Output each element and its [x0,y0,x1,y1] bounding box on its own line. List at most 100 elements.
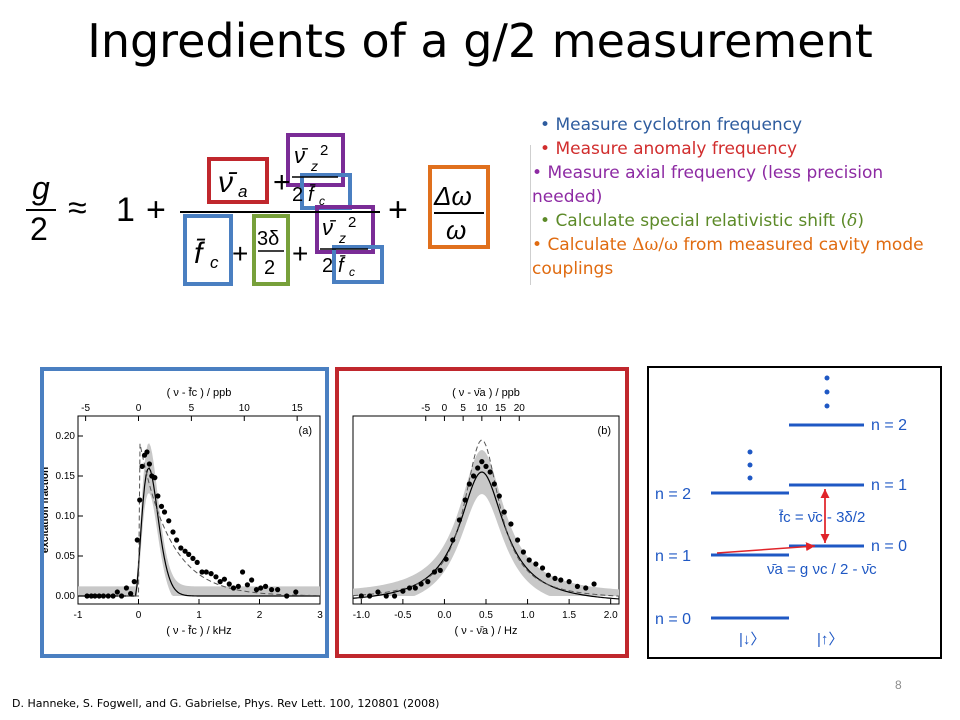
data-point [128,591,134,597]
data-point [123,585,129,591]
data-point [182,548,188,554]
data-point [186,551,192,557]
data-point [431,569,438,575]
data-point [466,481,472,487]
bullet-cavity-rest: from measured cavity mode couplings [532,235,924,279]
y-tick-label: 0.10 [56,511,76,522]
bullet-cyclotron: • Measure cyclotron frequency [540,115,803,135]
slide-title: Ingredients of a g/2 measurement [87,14,873,68]
fc-top: f̄ [308,183,316,206]
formula-svg: g 2 ≈ 1 + ν̄ a + ν̄ 2 z 2 f̄ c f̄ c + 3δ… [26,133,490,286]
g-over-2-formula: g 2 ≈ 1 + ν̄ a + ν̄ 2 z 2 f̄ c f̄ c + 3δ… [20,125,520,295]
data-point [483,463,489,469]
data-point [545,572,551,578]
x-tick-label: 0.5 [479,610,493,621]
bullet-relativistic-close: ) [857,211,864,231]
x-axis-label: ( ν - f̄c ) / kHz [166,624,231,637]
plus-den-2: + [292,238,308,269]
lhs-den: 2 [30,211,48,247]
x-top-tick-label: 0 [442,403,448,414]
data-point [367,593,373,599]
data-point [475,465,481,471]
data-point [391,593,398,599]
uncertainty-band [353,450,619,596]
two-fc-bot: 2 [322,255,333,277]
data-point [137,497,143,503]
nu-z-top: ν̄ [294,143,309,168]
x-axis-label: ( ν - ν̄a ) / Hz [455,625,518,637]
data-point [487,469,493,475]
box-cavity-shift [428,165,490,249]
y-tick-label: 0.20 [56,431,76,442]
data-point [462,497,468,503]
x-tick-label: -1.0 [353,610,371,621]
data-point [552,575,558,581]
fc-bot-sub: c [349,265,355,279]
data-point [166,518,172,524]
data-point [174,537,180,543]
data-point [400,588,406,594]
two-den: 2 [264,257,275,279]
data-point [110,593,116,599]
box-axial-bottom [315,205,375,254]
left-label-n0: n = 0 [655,611,691,628]
x-tick-label: 0 [136,610,142,621]
data-point [239,569,246,575]
nua-transition-arrow [716,542,816,554]
term-one: 1 [116,191,135,229]
level-diagram: n = 2 n = 1 n = 0 n = 2 n = 1 n = 0 f̄c … [655,375,907,648]
data-point [501,509,507,515]
fc-top-sub: c [319,194,325,208]
x-tick-label: 1 [196,610,202,621]
level-diagram-frame: n = 2 n = 1 n = 0 n = 2 n = 1 n = 0 f̄c … [647,366,942,659]
bullet-axial: • Measure axial frequency (less precisio… [532,163,884,207]
data-point [583,585,589,591]
data-point [213,574,219,580]
data-point [203,569,209,575]
fc-den-sub: c [210,253,219,272]
x-tick-label: 1.5 [562,610,576,621]
bullet-anomaly-text: Measure anomaly frequency [555,139,798,159]
x-top-tick-label: 15 [292,403,304,414]
data-point [566,579,572,585]
lhs-num: g [32,170,50,206]
eq-nua: ν̄a = g νc / 2 - ν̄c [767,561,877,578]
ideal-lineshape [352,439,620,597]
fc-den: f̄ [194,237,206,270]
bullet-relativistic-text: Calculate special relativistic shift ( [555,211,848,231]
nu-z-sub-top: z [310,158,318,174]
data-point [244,582,250,588]
data-point [496,493,502,499]
box-axial-top [286,133,345,187]
data-point [262,583,269,589]
x-tick-label: -0.5 [394,610,412,621]
nu-a-sub: a [238,182,247,201]
data-point [144,449,150,455]
data-point [158,503,165,509]
y-tick-label: 0.05 [56,551,76,562]
eq-fc: f̄c = ν̄c - 3δ/2 [778,509,865,526]
data-point [105,593,111,599]
plus-num: + [273,166,291,199]
nu-z-bot: ν̄ [322,215,337,240]
data-point [253,587,260,593]
plot-b: -1.0 -0.5 0.0 0.5 1.0 1.5 2.0 -5 0 5 10 15 20 (b) ( ν … [352,387,620,637]
three-delta: 3δ [257,228,279,250]
data-point [221,576,228,582]
x-tick-label: 0.0 [437,610,451,621]
data-point [217,579,223,585]
y-tick-label: 0.15 [56,471,76,482]
data-point [383,593,389,599]
data-point [275,587,281,593]
panel-label: (a) [299,425,312,437]
data-point [134,537,140,543]
data-point [96,593,102,599]
box-fc-denominator [183,214,233,286]
right-label-n0: n = 0 [871,538,907,555]
x-top-axis-label: ( ν - f̄c ) / ppb [167,386,232,399]
box-anomaly [207,157,269,204]
data-point [450,537,456,543]
x-tick-label: 1.0 [521,610,535,621]
data-point [293,589,299,595]
data-point [508,521,514,527]
